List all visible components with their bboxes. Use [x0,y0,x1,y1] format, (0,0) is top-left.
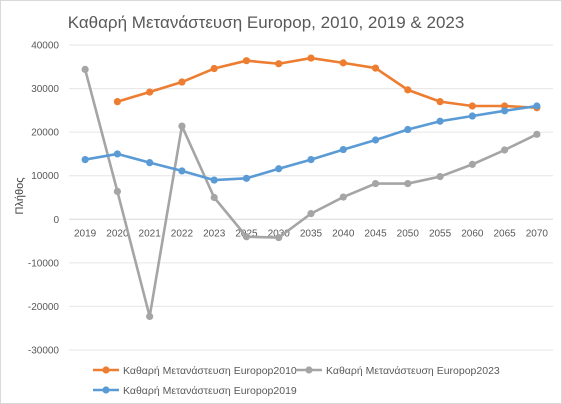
data-point [404,179,412,188]
x-tick-label: 2045 [364,228,387,239]
data-point [501,146,509,154]
data-point [436,172,444,181]
data-point [210,176,218,184]
legend-label: Καθαρή Μετανάστευση Europop2023 [326,365,500,377]
data-point [339,59,347,67]
data-point [533,130,541,138]
data-point [210,64,218,73]
y-tick-label: 20000 [31,128,59,139]
data-point [178,167,186,175]
legend-marker [102,366,110,374]
data-point [339,193,347,201]
legend-label: Καθαρή Μετανάστευση Europop2019 [123,385,297,397]
series-3 [81,102,541,184]
data-point [371,179,380,188]
y-tick-label: 10000 [31,171,59,182]
y-tick-label: 0 [53,215,59,226]
x-tick-label: 2065 [493,228,516,239]
data-point [436,98,444,106]
y-tick-label: -10000 [28,258,60,269]
data-point [468,160,476,168]
data-point [113,150,121,158]
series-lines [81,54,541,321]
legend-item: Καθαρή Μετανάστευση Europop2023 [296,365,500,377]
series-1 [113,54,541,112]
y-tick-label: -20000 [28,302,60,313]
y-tick-label: 40000 [31,41,59,52]
y-tick-label: -30000 [28,346,60,357]
data-point [371,136,380,144]
x-tick-label: 2019 [74,228,97,239]
data-point [404,125,412,134]
y-tick-labels: -30000 -20000 -10000 0 10000 20000 30000 40000 [28,41,60,357]
data-point [146,159,154,167]
data-point [468,112,476,120]
legend-marker [102,386,110,394]
legend-item: Καθαρή Μετανάστευση Europop2019 [93,385,297,397]
chart-title: Καθαρή Μετανάστευση Europop, 2010, 2019 … [68,13,465,32]
legend-item: Καθαρή Μετανάστευση Europop2010 [93,365,297,377]
y-axis-label: Πλήθος [14,177,26,214]
legend-marker [305,366,313,374]
data-point [113,98,121,106]
x-tick-label: 2055 [429,228,452,239]
data-point [146,88,154,96]
data-point [533,102,541,110]
data-point [307,155,315,164]
x-tick-label: 2060 [461,228,484,239]
x-tick-label: 2023 [203,228,226,239]
series-line [117,56,537,110]
data-point [210,193,218,202]
data-point [178,122,186,130]
data-point [146,312,154,321]
data-point [436,117,444,125]
x-tick-label: 2050 [397,228,420,239]
x-tick-label: 2022 [171,228,194,239]
data-point [371,64,380,72]
x-tick-label: 2035 [300,228,323,239]
data-point [275,233,283,242]
y-tick-label: 30000 [31,84,59,95]
x-tick-label: 2070 [526,228,549,239]
data-point [242,174,251,182]
data-point [113,187,121,195]
data-point [404,86,412,94]
legend-label: Καθαρή Μετανάστευση Europop2010 [123,365,297,377]
data-point [339,145,347,154]
data-point [275,60,283,68]
x-tick-label: 2021 [139,228,162,239]
x-tick-label: 2040 [332,228,355,239]
data-point [81,155,89,164]
data-point [242,57,251,65]
data-point [307,210,315,218]
gridlines [69,44,553,351]
data-point [242,233,251,241]
legend: Καθαρή Μετανάστευση Europop2010 Καθαρή Με… [93,365,500,397]
data-point [468,102,476,110]
series-2 [81,65,541,321]
data-point [178,78,186,86]
data-point [307,54,315,62]
x-tick-label: 2030 [268,228,291,239]
data-point [81,65,89,73]
x-tick-labels: 2019202020212022202320252030203520402045… [74,228,548,239]
data-point [275,165,283,173]
x-tick-label: 2020 [106,228,129,239]
data-point [501,107,509,115]
